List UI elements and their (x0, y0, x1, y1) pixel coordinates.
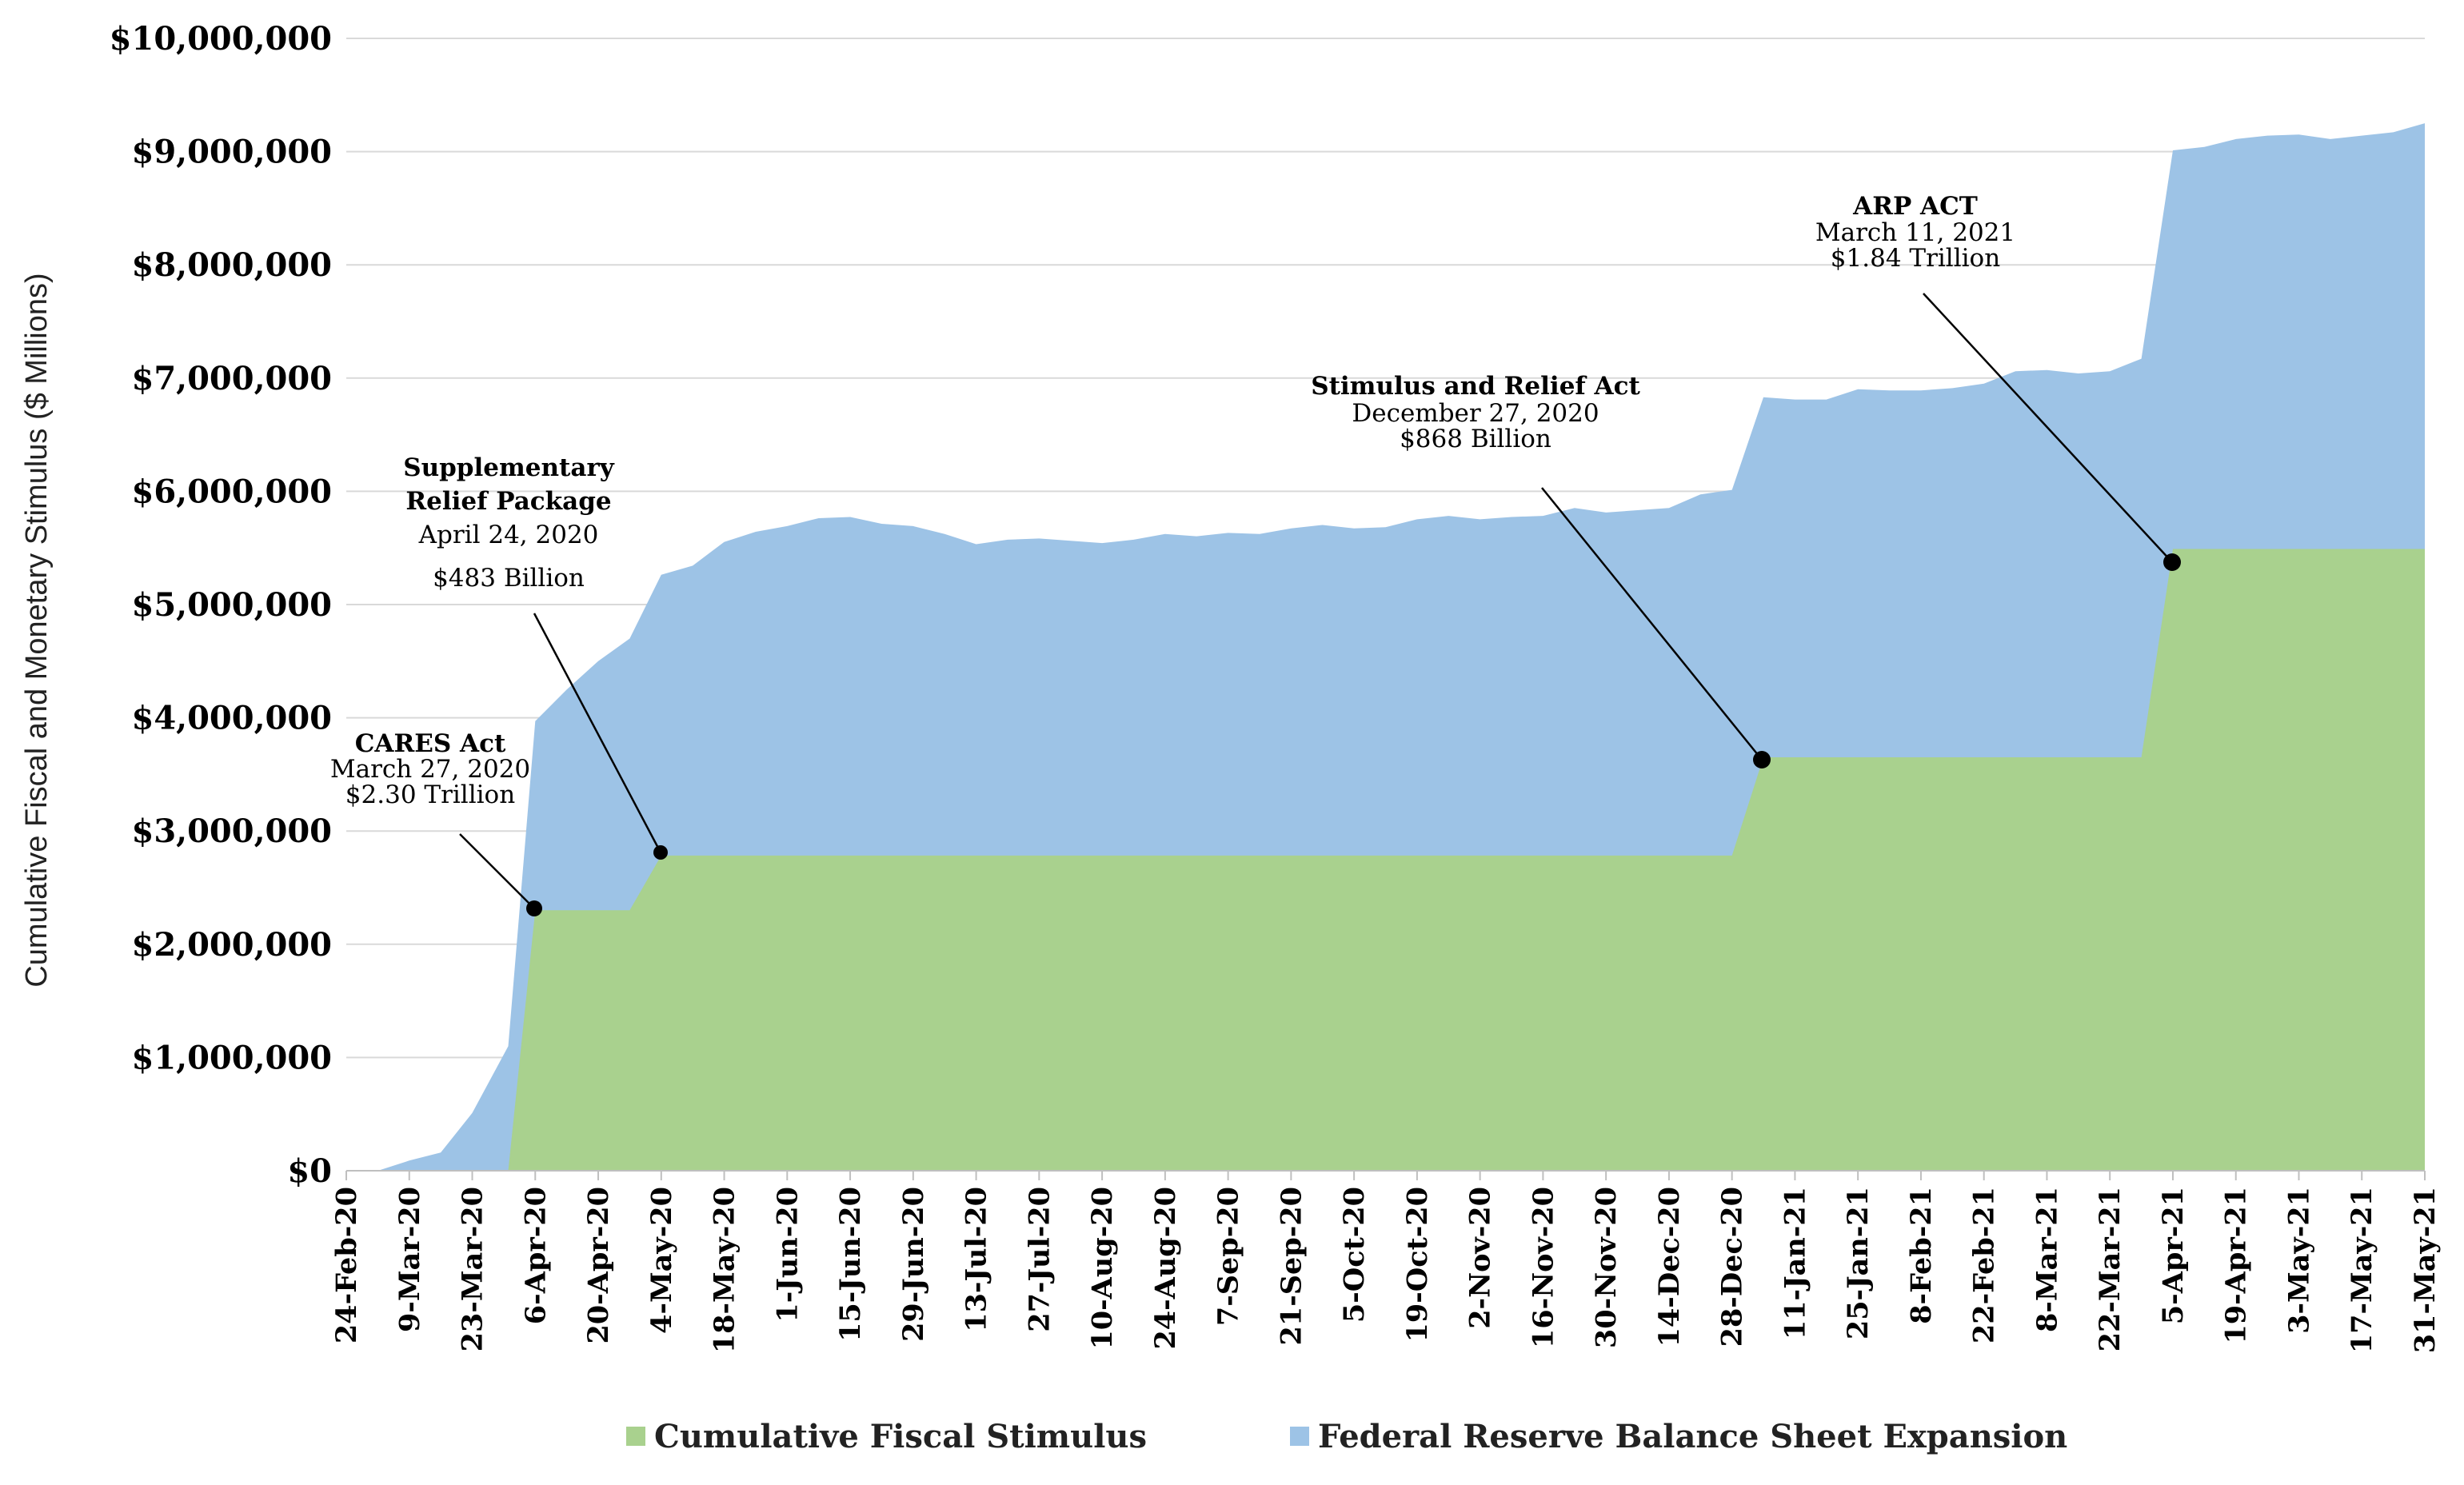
x-tick-label: 27-Jul-20 (1023, 1187, 1056, 1332)
x-tick-label: 2-Nov-20 (1464, 1187, 1497, 1329)
y-tick-label: $8,000,000 (131, 246, 332, 284)
annotation-date: March 11, 2021 (1815, 218, 2015, 247)
x-tick-label: 22-Mar-21 (2094, 1187, 2127, 1351)
annotation-amount: $868 Billion (1400, 425, 1551, 453)
x-tick-label: 11-Jan-21 (1779, 1187, 1811, 1339)
x-tick-label: 8-Mar-21 (2031, 1187, 2064, 1332)
x-tick-label: 6-Apr-20 (519, 1187, 552, 1324)
annotation-leader-line (1541, 487, 1763, 760)
annotation-title: CARES Act (355, 729, 506, 758)
x-tick-label: 9-Mar-20 (393, 1187, 426, 1332)
axes (345, 1170, 2426, 1180)
legend-item-fiscal: Cumulative Fiscal Stimulus (626, 1418, 1147, 1455)
x-tick-label: 19-Oct-20 (1401, 1187, 1434, 1342)
x-tick-label: 22-Feb-21 (1968, 1187, 2001, 1343)
x-tick-label: 19-Apr-21 (2220, 1187, 2253, 1344)
x-tick-label: 24-Feb-20 (330, 1187, 363, 1343)
annotation-cares-act: CARES Act March 27, 2020 $2.30 Trillion (330, 729, 542, 916)
annotation-marker (2163, 553, 2181, 571)
x-tick-label: 23-Mar-20 (457, 1187, 489, 1351)
y-tick-label: $2,000,000 (131, 926, 332, 964)
y-tick-label: $10,000,000 (110, 20, 332, 58)
x-tick-label: 17-May-21 (2346, 1187, 2378, 1353)
y-tick-label: $5,000,000 (131, 586, 332, 624)
y-axis-title: Cumulative Fiscal and Monetary Stimulus … (20, 273, 54, 987)
annotation-leader-line (533, 613, 662, 853)
legend-item-fed: Federal Reserve Balance Sheet Expansion (1290, 1418, 2067, 1455)
annotation-date: March 27, 2020 (330, 755, 530, 784)
annotation-title: Supplementary (403, 453, 615, 482)
x-tick-label: 29-Jun-20 (897, 1187, 930, 1342)
annotation-stimulus-relief-act: Stimulus and Relief Act December 27, 202… (1311, 372, 1771, 768)
y-tick-label: $9,000,000 (131, 134, 332, 171)
y-tick-labels: $0 $1,000,000 $2,000,000 $3,000,000 $4,000,0… (110, 20, 332, 1190)
x-tick-label: 31-May-21 (2409, 1187, 2442, 1353)
x-tick-label: 5-Oct-20 (1338, 1187, 1371, 1323)
annotation-supplementary-relief: Supplementary Relief Package April 24, 2… (403, 453, 668, 860)
x-tick-label: 24-Aug-20 (1149, 1187, 1182, 1350)
annotation-marker (1753, 751, 1771, 768)
y-tick-label: $1,000,000 (131, 1039, 332, 1076)
annotation-date: April 24, 2020 (418, 521, 599, 549)
y-tick-label: $6,000,000 (131, 473, 332, 510)
x-tick-label: 8-Feb-21 (1905, 1187, 1938, 1324)
x-tick-label: 25-Jan-21 (1842, 1187, 1875, 1339)
x-tick-label: 7-Sep-20 (1212, 1187, 1245, 1326)
x-tick-label: 30-Nov-20 (1590, 1187, 1623, 1348)
annotation-arp-act: ARP ACT March 11, 2021 $1.84 Trillion (1815, 192, 2181, 571)
annotation-title-line-2: Relief Package (405, 487, 611, 516)
x-tick-label: 14-Dec-20 (1653, 1187, 1686, 1347)
annotation-leader-line (459, 833, 535, 909)
annotation-amount: $483 Billion (433, 564, 585, 593)
x-tick-label: 3-May-21 (2283, 1187, 2316, 1334)
annotation-leader-line (1923, 293, 2173, 563)
x-tick-label: 13-Jul-20 (960, 1187, 993, 1332)
x-tick-label: 4-May-20 (645, 1187, 678, 1334)
x-tick-label: 15-Jun-20 (834, 1187, 867, 1342)
annotation-marker (526, 900, 542, 916)
annotation-amount: $2.30 Trillion (345, 780, 515, 809)
legend: Cumulative Fiscal Stimulus Federal Reser… (626, 1418, 2067, 1455)
y-tick-label: $7,000,000 (131, 360, 332, 397)
x-tick-label: 21-Sep-20 (1275, 1187, 1308, 1345)
x-tick-label: 28-Dec-20 (1716, 1187, 1749, 1347)
legend-label-fiscal: Cumulative Fiscal Stimulus (654, 1418, 1147, 1455)
annotation-title: ARP ACT (1852, 192, 1978, 221)
y-tick-label: $3,000,000 (131, 812, 332, 850)
legend-label-fed: Federal Reserve Balance Sheet Expansion (1318, 1418, 2067, 1455)
annotation-marker (653, 845, 668, 860)
legend-swatch-fed (1290, 1427, 1309, 1446)
x-tick-label: 1-Jun-20 (771, 1187, 804, 1323)
x-tick-label: 18-May-20 (709, 1187, 741, 1353)
area-series (346, 123, 2425, 1171)
y-tick-label: $4,000,000 (131, 700, 332, 737)
annotation-amount: $1.84 Trillion (1831, 244, 2000, 273)
y-tick-label: $0 (287, 1152, 332, 1190)
x-tick-labels: 24-Feb-20 9-Mar-20 23-Mar-20 6-Apr-20 20-Apr… (330, 1187, 2442, 1353)
x-tick-label: 20-Apr-20 (582, 1187, 615, 1344)
annotation-date: December 27, 2020 (1352, 399, 1599, 428)
x-tick-label: 10-Aug-20 (1086, 1187, 1119, 1350)
area-fiscal-stimulus (346, 549, 2425, 1171)
x-tick-label: 16-Nov-20 (1527, 1187, 1559, 1348)
annotations: CARES Act March 27, 2020 $2.30 Trillion … (330, 192, 2181, 916)
annotation-title: Stimulus and Relief Act (1311, 372, 1640, 401)
legend-swatch-fiscal (626, 1427, 645, 1446)
x-tick-label: 5-Apr-21 (2157, 1187, 2190, 1324)
